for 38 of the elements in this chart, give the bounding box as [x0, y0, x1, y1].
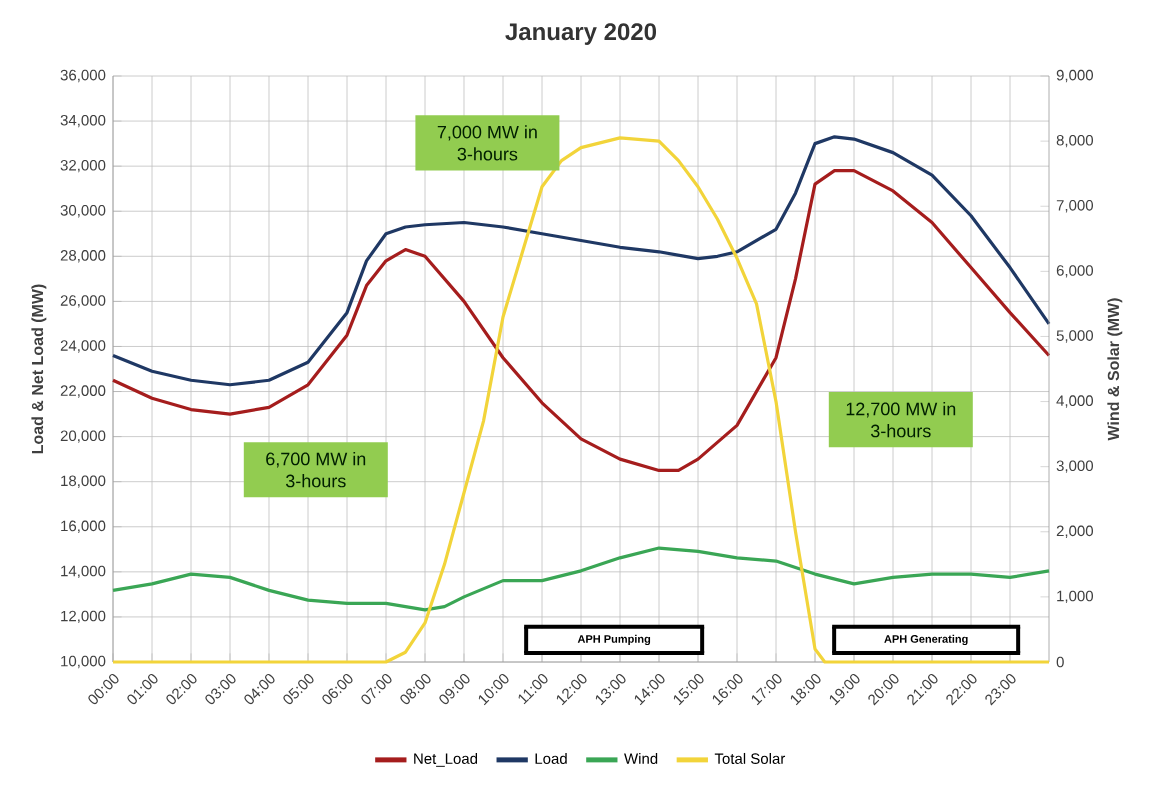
y-tick-label: 12,000	[61, 610, 106, 624]
y-tick-label: 30,000	[60, 205, 106, 218]
y2-tick-label: 3,000	[1056, 460, 1094, 473]
y-tick-label: 28,000	[60, 250, 106, 263]
annotation: 7,000 MW in 3-hours	[437, 125, 537, 161]
annotation: APH Pumping	[577, 634, 651, 646]
annotation: APH Generating	[884, 634, 968, 646]
y-tick-label: 14,000	[61, 565, 106, 579]
chart-title: January 2020	[505, 23, 657, 45]
y2-tick-label: 1,000	[1057, 590, 1094, 604]
y-axis-title: Load & Net Load (MW)	[31, 284, 47, 454]
y2-tick-label: 5,000	[1056, 330, 1094, 343]
y2-tick-label: 9,000	[1056, 69, 1094, 83]
legend-label: Net_Load	[414, 752, 478, 767]
y-tick-label: 18,000	[61, 475, 106, 488]
y2-tick-label: 6,000	[1056, 265, 1094, 278]
y2-tick-label: 7,000	[1056, 200, 1094, 213]
y-tick-label: 34,000	[60, 114, 106, 128]
y-tick-label: 20,000	[60, 430, 106, 443]
y2-tick-label: 4,000	[1056, 395, 1094, 408]
legend-label: Load	[535, 752, 567, 764]
legend-label: Wind	[624, 752, 658, 764]
y-tick-label: 32,000	[60, 159, 106, 173]
y-tick-label: 16,000	[61, 520, 106, 533]
y2-axis-title: Wind & Solar (MW)	[1107, 298, 1123, 441]
line-series	[111, 169, 1051, 473]
y-tick-label: 22,000	[60, 385, 106, 398]
y-tick-label: 26,000	[60, 295, 106, 308]
y2-tick-label: 8,000	[1056, 134, 1094, 148]
y2-tick-label: 2,000	[1056, 525, 1094, 538]
annotation: 6,700 MW in 3-hours	[266, 452, 366, 488]
y-tick-label: 10,000	[61, 655, 106, 669]
annotation: 12,700 MW in 3-hours	[846, 402, 956, 438]
y-tick-label: 24,000	[60, 340, 106, 353]
y-tick-label: 36,000	[60, 69, 106, 83]
y2-tick-label: 0	[1056, 656, 1064, 668]
legend-label: Total Solar	[714, 752, 786, 764]
line-series	[111, 546, 1051, 612]
